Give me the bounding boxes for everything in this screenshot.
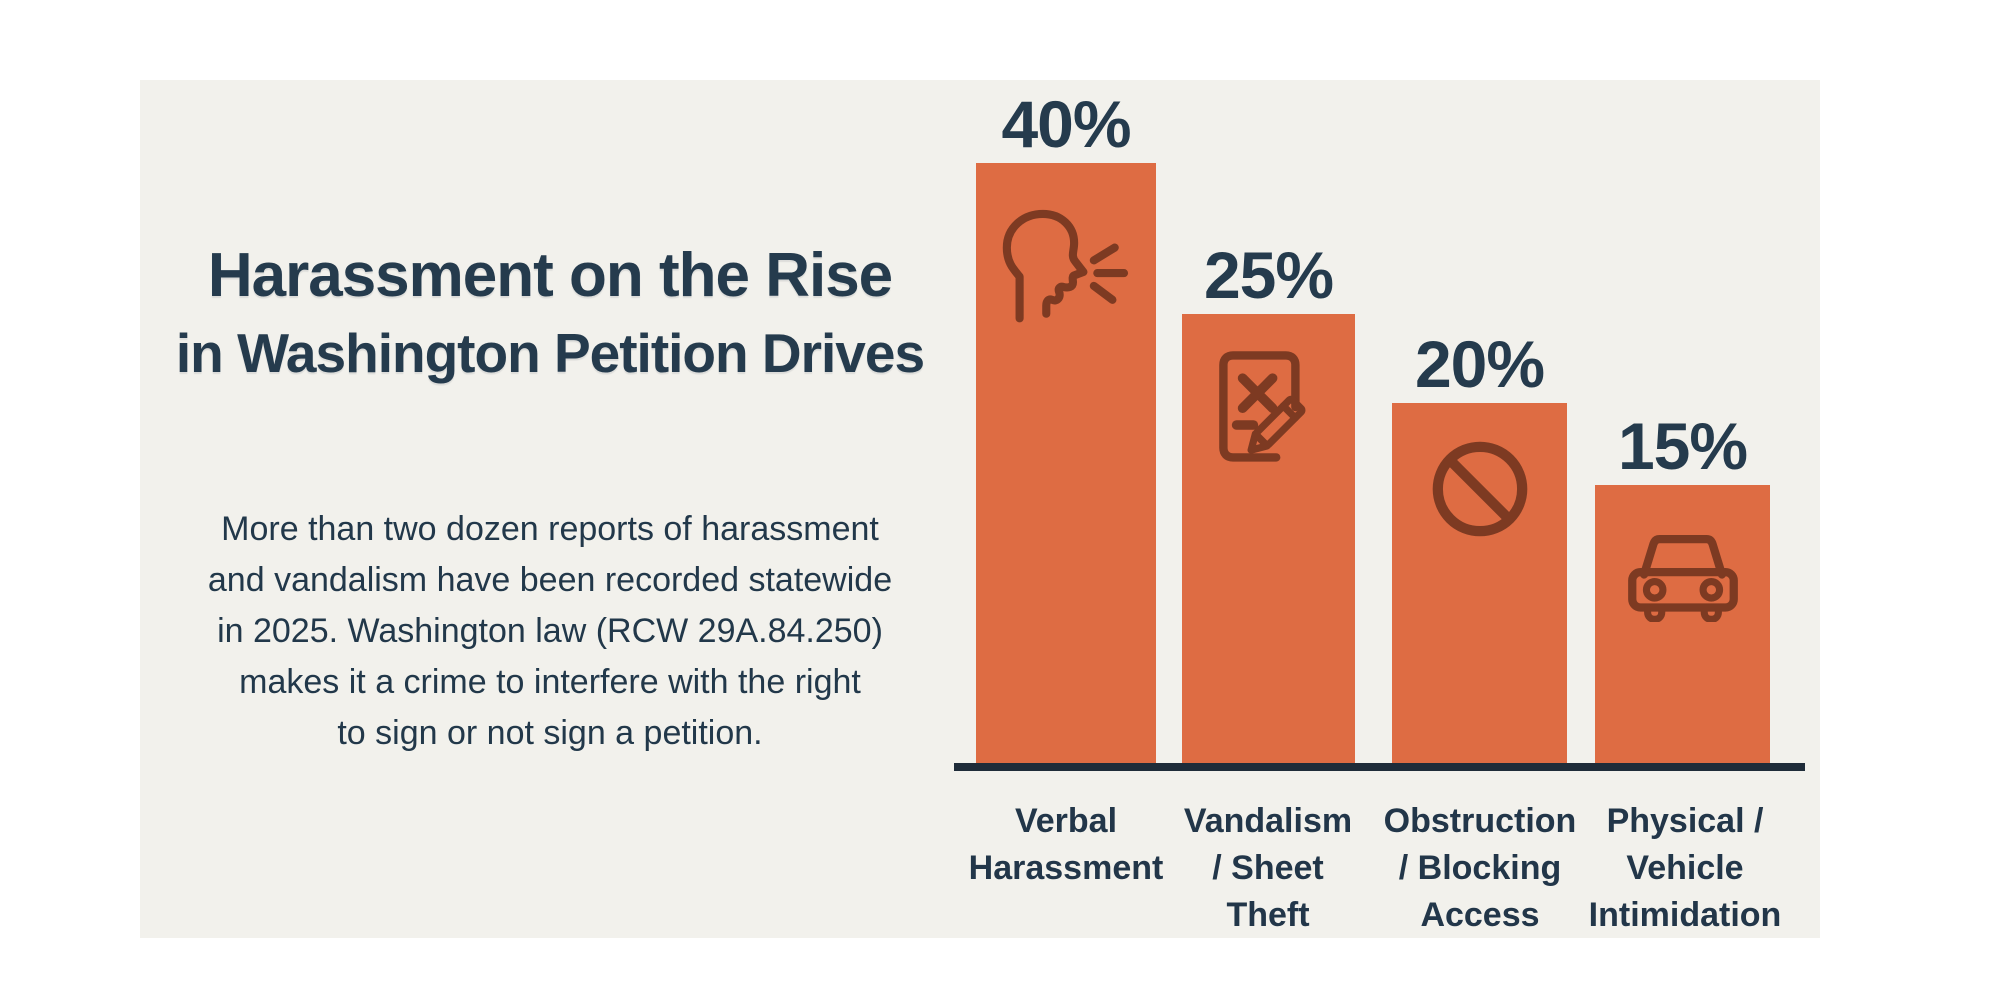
bar-verbal-harassment: 40% (976, 91, 1156, 763)
category-label-line: Vehicle (1626, 849, 1744, 887)
description-line: makes it a crime to interfere with the r… (239, 663, 861, 701)
category-label-verbal-harassment: Verbal Harassment (936, 798, 1196, 892)
category-label-vandalism-sheet-theft: Vandalism / Sheet Theft (1138, 798, 1398, 939)
category-label-physical-vehicle-intimidation: Physical / Vehicle Intimidation (1555, 798, 1815, 939)
bar-vandalism-sheet-theft: 25% (1182, 242, 1355, 763)
x-axis-line (954, 763, 1805, 771)
category-label-obstruction-blocking-access: Obstruction / Blocking Access (1350, 798, 1610, 939)
left-text-column: Harassment on the Rise in Washington Pet… (140, 80, 960, 938)
description-paragraph: More than two dozen reports of harassmen… (140, 504, 960, 759)
category-label-line: Harassment (968, 849, 1164, 887)
speaking-head-icon (995, 207, 1137, 323)
page-title-line1: Harassment on the Rise (207, 241, 893, 310)
bar-value-label: 25% (1203, 238, 1334, 312)
bar-value-label: 15% (1617, 409, 1748, 483)
bar-value-label: 20% (1414, 327, 1545, 401)
car-icon (1624, 527, 1742, 622)
category-label-line: / Sheet (1212, 849, 1324, 887)
infographic-card: Harassment on the Rise in Washington Pet… (140, 80, 1820, 938)
category-label-line: Vandalism (1183, 802, 1353, 840)
bar-physical-vehicle-intimidation: 15% (1595, 413, 1770, 763)
vandalized-sheet-icon (1209, 347, 1329, 467)
category-label-line: Verbal (1014, 802, 1118, 840)
bar-obstruction-blocking-access: 20% (1392, 331, 1567, 763)
page-title-line2: in Washington Petition Drives (175, 322, 925, 384)
category-label-line: Access (1420, 896, 1540, 934)
category-label-line: / Blocking (1398, 849, 1562, 887)
category-label-line: Obstruction (1383, 802, 1577, 840)
bar-value-label: 40% (1001, 87, 1131, 161)
description-line: to sign or not sign a petition. (337, 714, 763, 752)
category-label-line: Intimidation (1588, 896, 1782, 934)
description-line: and vandalism have been recorded statewi… (207, 561, 893, 599)
bar-chart: 40% 25% (140, 80, 1820, 938)
category-label-line: Theft (1226, 896, 1310, 934)
description-line: More than two dozen reports of harassmen… (221, 510, 879, 548)
category-label-line: Physical / (1606, 802, 1764, 840)
description-line: in 2025. Washington law (RCW 29A.84.250) (217, 612, 883, 650)
no-entry-icon (1423, 432, 1537, 546)
